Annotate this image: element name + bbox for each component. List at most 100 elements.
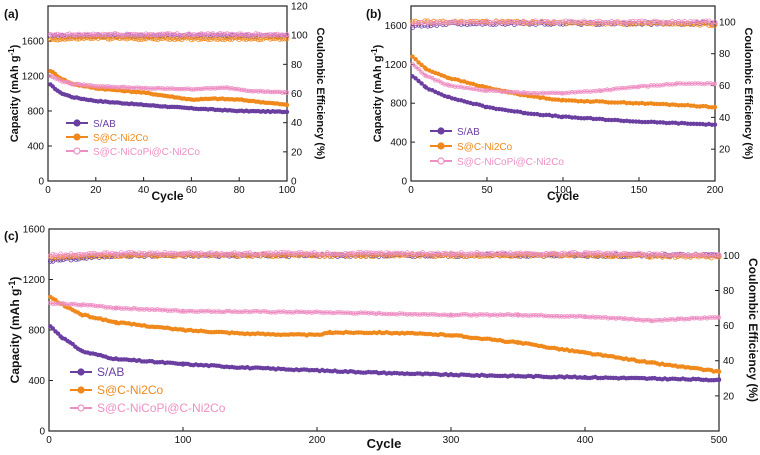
capacity-point [48,300,53,306]
coulombic-point [157,253,163,259]
coulombic-point [497,251,503,256]
y-left-tick-label: 0 [39,427,45,438]
coulombic-point [554,20,560,26]
coulombic-point [167,250,173,256]
capacity-point [299,309,304,314]
capacity-point [196,86,201,92]
capacity-point [186,86,192,91]
coulombic-point [278,252,284,258]
capacity-point [712,315,718,320]
capacity-point [660,318,665,323]
coulombic-point [50,32,56,38]
capacity-point [591,88,596,94]
coulombic-point [371,254,377,259]
coulombic-point [131,31,137,37]
coulombic-point [278,250,284,256]
capacity-point [81,82,86,87]
capacity-point [105,84,110,89]
coulombic-point [206,250,212,256]
coulombic-point [184,35,190,41]
coulombic-point [76,31,82,37]
capacity-point [220,85,225,90]
capacity-point [127,85,132,90]
capacity-point [358,310,363,315]
capacity-point [436,78,441,83]
legend-marker [437,127,445,135]
capacity-point [213,86,218,91]
coulombic-point [200,31,206,37]
capacity-point [484,312,490,317]
coulombic-point [222,37,228,43]
coulombic-point [167,31,173,37]
coulombic-point [94,251,100,257]
coulombic-point [502,250,508,256]
capacity-point [665,317,670,323]
coulombic-point [191,36,197,42]
coulombic-point [149,250,155,256]
capacity-point [582,314,588,319]
panel-label: (b) [366,7,381,21]
capacity-point [419,81,424,86]
capacity-point [256,89,261,94]
capacity-point [272,89,278,95]
coulombic-point [512,19,517,25]
coulombic-point [138,37,144,42]
coulombic-point [677,251,683,257]
x-tick-label: 0 [46,435,52,446]
capacity-point [143,85,149,91]
coulombic-point [71,252,76,258]
coulombic-point [652,251,657,257]
coulombic-point [117,36,123,41]
coulombic-point [679,19,684,25]
coulombic-point [193,32,199,38]
coulombic-point [618,20,624,26]
coulombic-point [136,250,142,256]
capacity-point [227,308,232,314]
coulombic-point [410,19,415,25]
coulombic-point [551,19,557,24]
y-right-tick-label: 20 [719,145,731,156]
coulombic-point [227,36,233,42]
coulombic-point [440,20,446,26]
capacity-point [510,313,515,318]
capacity-point [531,90,537,96]
coulombic-point [520,251,526,257]
legend-label: S@C-NiCoPi@C-Ni2Co [97,401,226,415]
coulombic-point [502,20,508,26]
capacity-point [332,310,338,315]
capacity-point [98,303,103,309]
coulombic-point [141,32,147,38]
coulombic-point [64,36,70,42]
coulombic-point [712,19,718,25]
capacity-point [465,85,470,91]
coulombic-point [609,18,614,24]
capacity-point [585,89,590,94]
y-left-tick-label: 400 [28,376,45,387]
capacity-point [419,62,424,68]
legend-label: S@C-Ni2Co [457,142,513,153]
coulombic-point [122,32,127,38]
capacity-point [649,318,655,324]
capacity-point [606,316,611,321]
legend-label: S@C-Ni2Co [97,383,164,397]
coulombic-point [691,19,697,25]
coulombic-point [84,251,89,257]
capacity-point [82,302,88,307]
capacity-point [129,85,134,91]
capacity-point [188,308,193,314]
capacity-point [522,90,528,96]
capacity-point [430,312,436,317]
coulombic-point [183,250,189,256]
coulombic-point [126,31,132,37]
capacity-point [275,89,280,94]
capacity-point [702,81,707,87]
coulombic-point [93,32,99,37]
capacity-point [573,90,578,95]
capacity-point [603,315,608,320]
x-axis-label: Cycle [151,189,183,203]
coulombic-point [612,19,618,25]
capacity-point [588,315,593,320]
capacity-point [348,310,353,316]
legend-marker [73,119,81,127]
capacity-point [173,308,178,313]
